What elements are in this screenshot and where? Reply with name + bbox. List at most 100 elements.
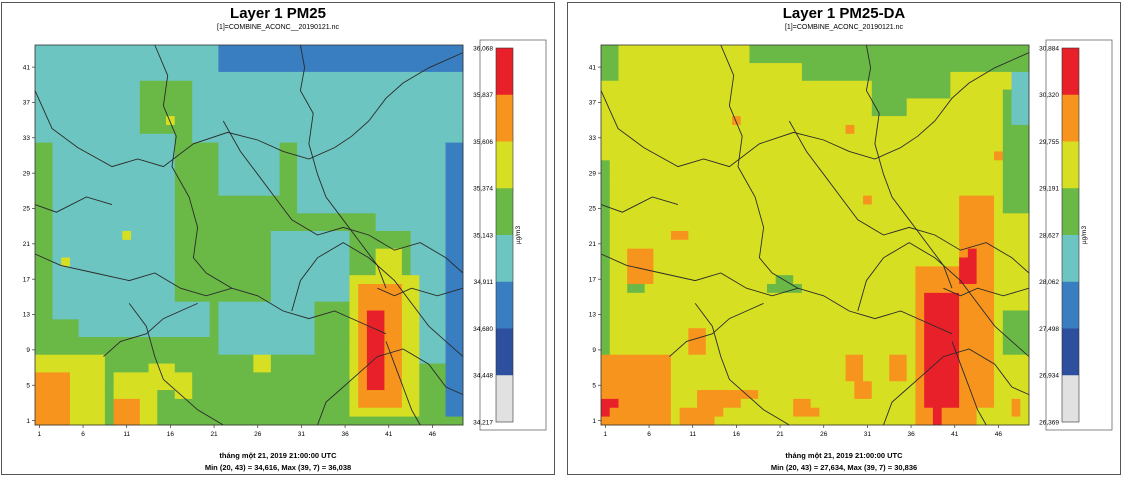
heatmap-cell-run xyxy=(653,257,960,267)
heatmap-cell-run xyxy=(618,71,803,81)
heatmap-cell-run xyxy=(1002,177,1030,187)
heatmap-cell-run xyxy=(218,301,315,311)
heatmap-cell-run xyxy=(174,248,272,258)
heatmap-cell-run xyxy=(297,168,446,178)
heatmap-cell-run xyxy=(994,398,1012,408)
heatmap-cell-run xyxy=(69,416,106,426)
heatmap-cell-run xyxy=(401,380,420,391)
heatmap-cell-run xyxy=(845,371,864,382)
heatmap-cell-run xyxy=(69,398,106,408)
legend-label: 36,068 xyxy=(473,45,493,52)
heatmap-cell-run xyxy=(601,186,611,196)
heatmap-cell-run xyxy=(801,71,951,81)
heatmap-cell-run xyxy=(52,265,176,276)
boundary-line xyxy=(128,303,224,426)
heatmap-cell-run xyxy=(218,142,280,152)
heatmap-cell-run xyxy=(627,257,654,267)
heatmap-cell-run xyxy=(941,416,977,426)
heatmap-cell-run xyxy=(601,151,995,161)
heatmap-cell-run xyxy=(854,389,873,399)
heatmap-cell-run xyxy=(601,371,672,382)
heatmap-cell-run xyxy=(35,301,53,311)
heatmap-cell-run xyxy=(445,177,464,187)
boundary-line xyxy=(291,242,464,357)
heatmap-cell-run xyxy=(959,221,995,231)
heatmap-cell-run xyxy=(609,265,628,276)
legend-label: 30,320 xyxy=(1039,92,1059,99)
heatmap-cell-run xyxy=(52,239,176,249)
heatmap-cell-run xyxy=(976,257,995,267)
heatmap-cell-run xyxy=(270,363,350,373)
heatmap-cell-run xyxy=(349,257,377,267)
heatmap-cell-run xyxy=(670,363,846,373)
heatmap-cell-run xyxy=(35,398,71,408)
heatmap-cell-run xyxy=(384,318,403,329)
heatmap-cell-run xyxy=(35,292,53,302)
heatmap-cell-run xyxy=(1002,151,1030,161)
heatmap-cell-run xyxy=(314,310,350,320)
heatmap-cell-run xyxy=(401,389,420,399)
heatmap-cell-run xyxy=(52,248,176,258)
heatmap-cell-run xyxy=(52,257,62,267)
heatmap-cell-run xyxy=(732,115,742,125)
heatmap-cell-run xyxy=(445,159,464,170)
heatmap-cell-run xyxy=(959,230,995,240)
heatmap-cell-run xyxy=(801,62,1030,72)
heatmap-cell-run xyxy=(601,239,611,249)
heatmap-cell-run xyxy=(52,292,176,302)
heatmap-cell-run xyxy=(609,301,916,311)
heatmap-cell-run xyxy=(349,407,420,417)
legend-label: 27,498 xyxy=(1039,326,1059,333)
heatmap-cell-run xyxy=(810,398,916,408)
heatmap-cell-run xyxy=(157,398,350,408)
heatmap-cell-run xyxy=(35,62,219,72)
heatmap-cell-run xyxy=(906,354,916,364)
heatmap-cell-run xyxy=(113,416,141,426)
heatmap-cell-run xyxy=(148,363,176,373)
x-tick-label: 31 xyxy=(864,431,872,438)
legend-swatch xyxy=(496,235,513,283)
legend-swatch xyxy=(496,328,513,376)
heatmap-cell-run xyxy=(104,389,115,399)
heatmap-cell-run xyxy=(401,336,420,346)
heatmap-cell-run xyxy=(609,407,672,417)
heatmap-cell-run xyxy=(688,230,960,240)
x-tick-label: 46 xyxy=(995,431,1003,438)
heatmap-cell-run xyxy=(297,195,446,205)
heatmap-cell-run xyxy=(924,336,960,346)
heatmap-cell-run xyxy=(192,98,464,108)
heatmap-cell-run xyxy=(384,310,403,320)
heatmap-cell-run xyxy=(270,230,350,240)
heatmap-cell-run xyxy=(349,371,359,382)
heatmap-cell-run xyxy=(35,71,464,81)
heatmap-cell-run xyxy=(601,292,611,302)
x-tick-label: 6 xyxy=(647,431,651,438)
heatmap-cell-run xyxy=(218,159,280,170)
heatmap-cell-run xyxy=(994,345,1004,355)
heatmap-cell-run xyxy=(601,221,611,231)
heatmap-cell-run xyxy=(1002,345,1030,355)
heatmap-cell-run xyxy=(349,283,359,293)
heatmap-cell-run xyxy=(758,389,855,399)
heatmap-cell-run xyxy=(994,371,1030,382)
heatmap-cell-run xyxy=(915,292,925,302)
heatmap-cell-run xyxy=(601,133,1004,143)
heatmap-cell-run xyxy=(670,354,846,364)
heatmap-cell-run xyxy=(994,310,1004,320)
heatmap-cell-run xyxy=(609,159,1004,170)
heatmap-cell-run xyxy=(976,416,1030,426)
heatmap-cell-run xyxy=(35,336,219,346)
heatmap-cell-run xyxy=(740,398,794,408)
heatmap-cell-run xyxy=(601,53,619,64)
heatmap-cell-run xyxy=(314,301,350,311)
heatmap-cell-run xyxy=(139,89,193,99)
heatmap-cell-run xyxy=(35,186,53,196)
heatmap-cell-run xyxy=(906,371,916,382)
legend-unit-label: µg/m3 xyxy=(1081,226,1088,245)
heatmap-cell-run xyxy=(915,389,925,399)
heatmap-cell-run xyxy=(375,248,403,258)
heatmap-cell-run xyxy=(994,389,1030,399)
heatmap-cell-run xyxy=(609,345,689,355)
heatmap-cell-run xyxy=(419,389,446,399)
heatmap-cell-run xyxy=(601,230,611,240)
